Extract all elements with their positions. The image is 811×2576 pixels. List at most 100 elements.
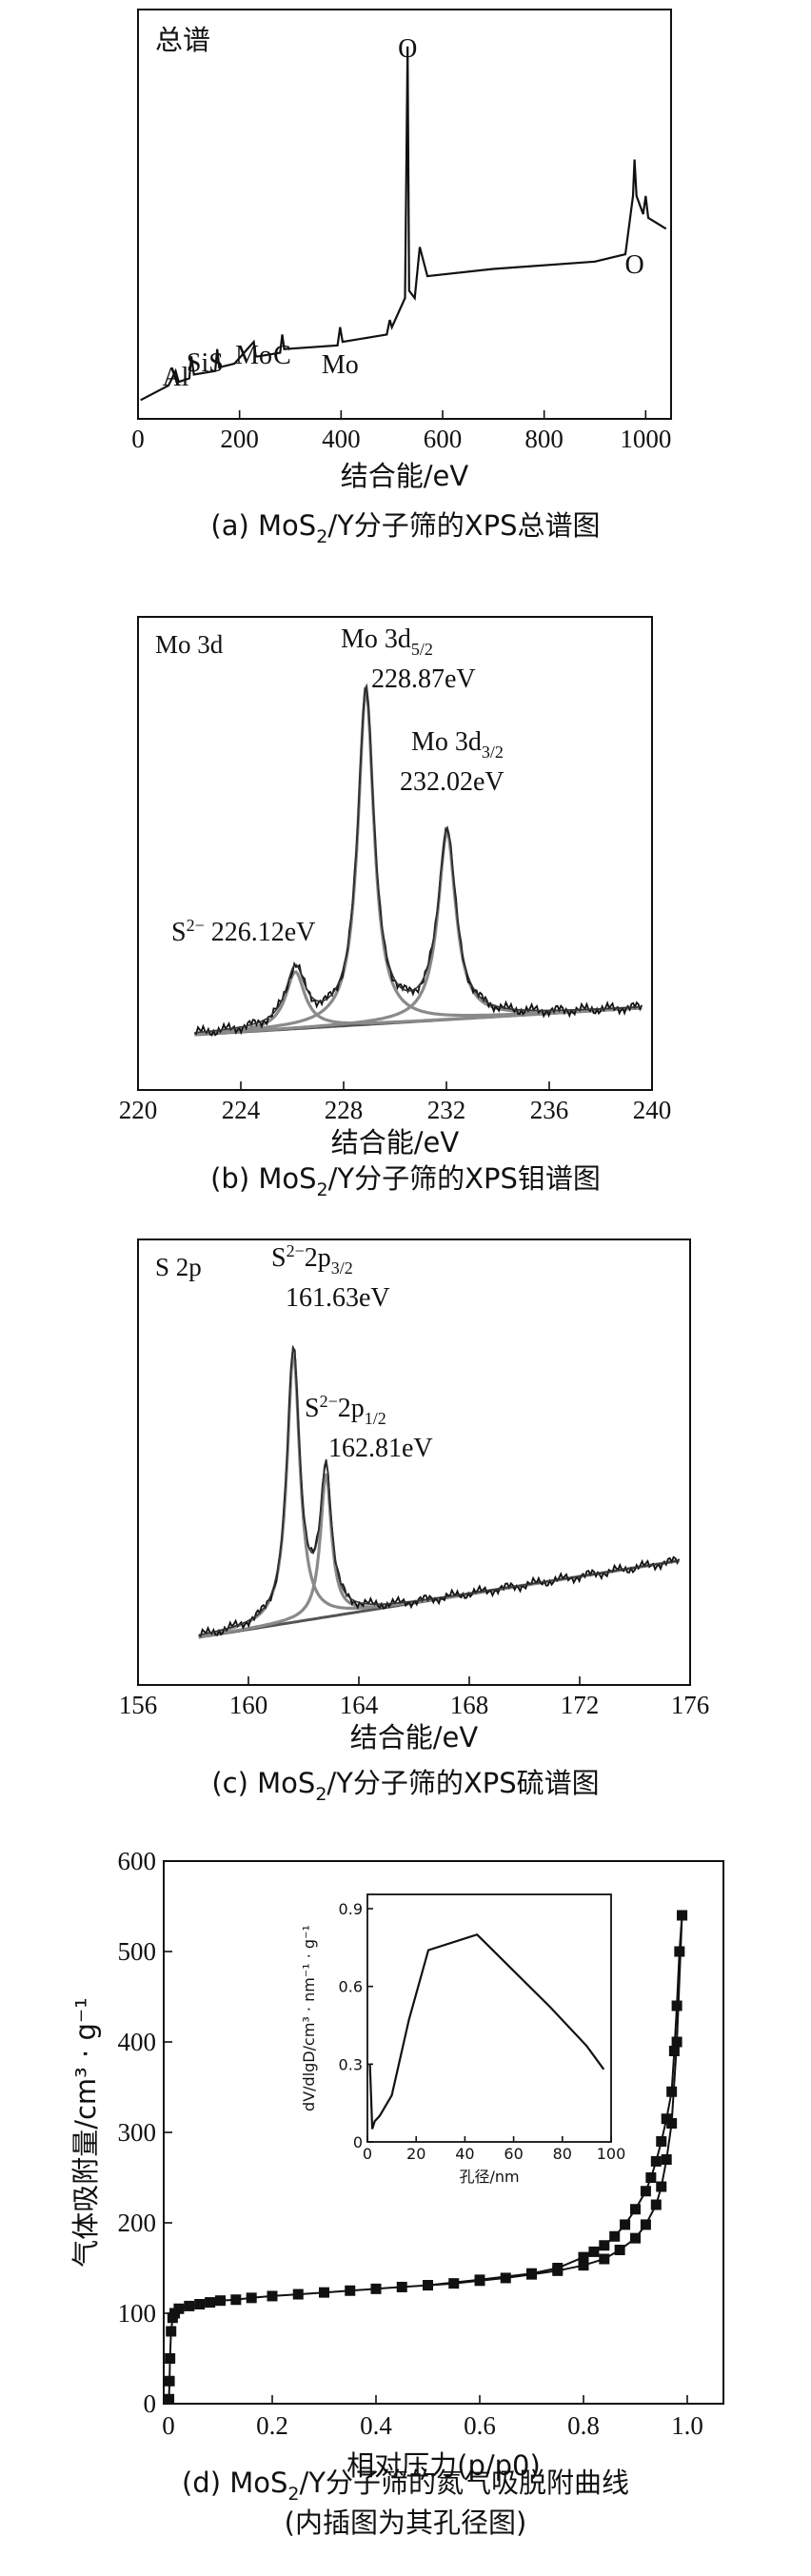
panel-c-label: S 2p [155,1253,202,1281]
panel-d-x-tick-label: 0.8 [567,2411,600,2440]
panel-d-caption-post: /Y分子筛的氮气吸脱附曲线 [300,2467,630,2499]
inset-y-tick-label: 0 [353,2133,363,2151]
panel-d-adsorption-point [319,2287,329,2298]
panel-d-adsorption-point [173,2303,185,2314]
panel-c-x-axis-label: 结合能/eV [350,1721,479,1754]
panel-b-annotation: Mo 3d3/2 [411,727,504,762]
panel-c-annotation-value: 161.63eV [286,1283,390,1313]
panel-d-adsorption-point [205,2297,216,2308]
panel-c-caption-pre: (c) MoS [211,1767,315,1799]
panel-c-x-tick-label: 164 [340,1691,379,1719]
panel-a-x-tick-label: 800 [524,425,564,453]
panel-b-x-tick-label: 232 [427,1096,466,1124]
panel-c-annotation-sub: 3/2 [331,1258,353,1278]
inset-y-axis-label: dV/dlgD/cm³ · nm⁻¹ · g⁻¹ [300,1925,318,2111]
panel-b-annotation: S2− 226.12eV [171,916,315,947]
panel-c-caption-sub: 2 [315,1784,326,1805]
panel-d-desorption-point [423,2280,433,2291]
panel-c-annotation-s: S [305,1394,320,1423]
panel-b-caption-pre: (b) MoS [210,1162,316,1195]
panel-d-desorption-point [674,1946,685,1957]
panel-c-annotation-sup: 2− [320,1392,338,1411]
inset-x-tick-label: 0 [363,2145,372,2163]
panel-d-adsorption-point [661,2154,672,2165]
panel-b-caption-post: /Y分子筛的XPS钼谱图 [328,1162,601,1195]
panel-d-desorption-point [620,2219,631,2230]
panel-c-x-tick-label: 176 [671,1691,710,1719]
inset-y-tick-label: 0.9 [339,1900,363,1918]
panel-d-desorption-point [578,2251,589,2263]
panel-d-adsorption-point [230,2294,242,2306]
panel-b-annotation-sub: 5/2 [411,640,433,659]
panel-d-adsorption-point [656,2181,667,2192]
inset-x-tick-label: 80 [553,2145,572,2163]
panel-d-desorption-point [552,2263,564,2273]
panel-d-adsorption-point [267,2290,278,2302]
panel-d-adsorption-point [215,2295,226,2307]
panel-a-caption-pre: (a) MoS [210,509,316,542]
panel-b-x-tick-label: 228 [325,1096,364,1124]
panel-b-x-tick-label: 240 [633,1096,672,1124]
panel-d-desorption-point [666,2086,678,2097]
panel-c-annotation-sup: 2− [287,1241,305,1260]
panel-c-raw-spectrum [198,1344,681,1637]
panel-d-x-tick-label: 0.6 [464,2411,496,2440]
panel-d-y-tick-label: 100 [118,2299,157,2328]
panel-c-annotation-rest: 2p [338,1394,365,1423]
panel-d-y-tick-label: 0 [144,2389,157,2418]
panel-a-peak-annotation: SiS [187,348,224,378]
panel-c-annotation: S2−2p3/2 [271,1241,353,1278]
panel-d-desorption-point [668,2046,680,2056]
panel-d-x-tick-label: 0.2 [256,2411,288,2440]
panel-a-x-tick-label: 400 [322,425,361,453]
panel-c-annotation-sub: 1/2 [365,1409,386,1428]
panel-d-desorption-point [588,2246,600,2257]
panel-a-peak-annotation: C [273,341,291,370]
panel-d-desorption-point [474,2274,485,2286]
panel-d-x-tick-label: 1.0 [671,2411,703,2440]
panel-d-adsorption-point [246,2292,257,2304]
panel-b-label: Mo 3d [155,630,224,659]
panel-b-x-tick-label: 236 [530,1096,569,1124]
panel-a-x-tick-label: 600 [424,425,463,453]
panel-b-annotation-rest: 226.12eV [205,918,316,947]
panel-d-adsorption-point [671,2036,682,2048]
panel-b-caption-sub: 2 [317,1179,328,1200]
panel-c-frame [137,1238,691,1686]
inset-x-tick-label: 20 [406,2145,425,2163]
panel-b-frame [137,616,653,1091]
panel-d-adsorption-point [184,2300,195,2311]
panel-a-peak-annotation: O [624,250,643,280]
panel-b-annotation-sub: 3/2 [482,743,504,762]
panel-c-x-tick-label: 168 [450,1691,489,1719]
panel-d-adsorption-point [345,2285,356,2296]
panel-d-x-tick-label: 0 [162,2411,175,2440]
panel-d-desorption-point [650,2155,662,2167]
panel-a-x-tick-label: 200 [220,425,259,453]
panel-d-caption-pre: (d) MoS [182,2467,287,2499]
panel-b-annotation-name: Mo 3d [411,727,482,757]
panel-a-caption: (a) MoS2/Y分子筛的XPS总谱图 [210,509,600,547]
panel-d-adsorption-point [650,2199,662,2210]
inset-x-tick-label: 100 [597,2145,626,2163]
panel-d-y-tick-label: 500 [118,1937,157,1966]
panel-d-desorption-point [645,2172,657,2183]
panel-d-x-axis-label: 相对压力(p/p0) [346,2449,541,2482]
panel-d-adsorption-point [640,2219,651,2230]
panel-d-adsorption-point [614,2245,625,2255]
inset-pore-size-line [368,1932,605,2130]
panel-d-y-tick-label: 300 [118,2118,157,2147]
panel-d-desorption-point [661,2113,672,2125]
panel-d-adsorption-point [292,2289,304,2300]
panel-b-annotation-sup: 2− [187,916,205,935]
panel-b-annotation-name: Mo 3d [341,624,411,654]
panel-d-y-axis-label: 气体吸附量/cm³ · g⁻¹ [69,1997,102,2268]
panel-a-caption-sub: 2 [316,526,327,547]
panel-c-annotation-s: S [271,1243,287,1273]
panel-d-adsorption-point [164,2375,175,2387]
panel-d-desorption-point [640,2186,651,2197]
panel-d-caption-line2: (内插图为其孔径图) [285,2507,527,2539]
panel-c-caption: (c) MoS2/Y分子筛的XPS硫谱图 [211,1767,599,1805]
panel-b-annotation-s: S [171,918,187,947]
